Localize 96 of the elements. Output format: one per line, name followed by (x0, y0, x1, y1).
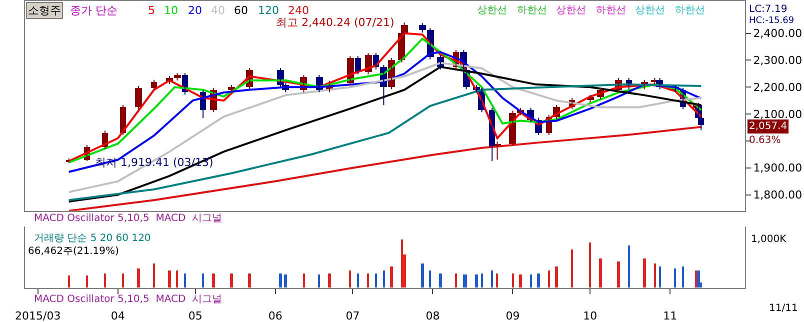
bar (659, 266, 661, 288)
text: 60 (234, 4, 248, 17)
text: 10 (164, 4, 178, 17)
bar (279, 274, 282, 288)
y-tick-label: 2,300.00 (753, 54, 802, 68)
annotation: 거래량 단순 5 20 60 120 (34, 233, 151, 244)
annotation: 하한선 (596, 5, 626, 16)
annotation: 하한선 (675, 5, 705, 16)
annotation: 하한선 (517, 5, 547, 16)
bar (465, 274, 467, 288)
bar (697, 270, 700, 288)
bar (571, 250, 573, 288)
bar (599, 258, 602, 288)
bar (555, 266, 558, 288)
bar (421, 264, 424, 288)
annotation: 상한선 (477, 5, 507, 16)
bar (674, 268, 676, 288)
annotation: 66,462주(21.19%) (28, 246, 120, 257)
text: HC:-15.69 (749, 16, 794, 26)
y-tick-label: 2,200.00 (753, 80, 802, 94)
x-tick-label: 11 (663, 309, 678, 322)
text: 240 (288, 4, 309, 17)
bar (390, 266, 393, 288)
text: LC:7.19 (749, 4, 788, 15)
x-tick-label: 10 (583, 309, 598, 322)
text: 1,000K (751, 234, 787, 245)
bar (643, 258, 646, 288)
bar (628, 246, 630, 288)
bar (328, 274, 331, 288)
bar (537, 274, 540, 288)
legend-title: 종가 단순 (70, 4, 118, 17)
y-tick-label: 2,100.00 (753, 108, 802, 121)
text: MACD Oscillator 5,10,5 MACD 시그널 (34, 294, 222, 305)
bar (68, 276, 70, 288)
bar (153, 264, 155, 288)
bar (429, 270, 431, 288)
bar (617, 262, 620, 288)
bar (176, 270, 178, 288)
bar (184, 274, 186, 288)
annotation: 상한선 (556, 5, 586, 16)
text: 40 (211, 4, 225, 17)
bar (367, 274, 369, 288)
x-tick-label: 07 (346, 309, 360, 322)
bar (491, 270, 493, 288)
bar (168, 270, 171, 288)
bar (682, 266, 684, 288)
bar (212, 274, 215, 288)
text: 5 (148, 4, 155, 17)
bar (401, 240, 403, 288)
bar (86, 276, 88, 288)
y-tick-label: 2,400.00 (753, 27, 802, 40)
bar (439, 274, 442, 288)
bar (230, 274, 233, 288)
bar (654, 264, 656, 288)
annotation: 상한선 (635, 5, 665, 16)
bar (318, 274, 320, 288)
text: 0.63% (749, 135, 781, 146)
x-tick-label: 04 (110, 309, 125, 322)
bar (104, 274, 106, 288)
bar (455, 274, 457, 288)
annotation: 최고 2,440.24 (07/21) (276, 16, 394, 29)
x-tick-label: 08 (426, 309, 440, 322)
bar (383, 270, 385, 288)
bar (284, 274, 287, 288)
text: MACD Oscillator 5,10,5 MACD 시그널 (34, 213, 222, 224)
x-tick-label: 09 (506, 309, 520, 322)
bar (248, 274, 251, 288)
bar (375, 274, 377, 288)
bar (512, 274, 514, 288)
text: 20 (188, 4, 202, 17)
x-tick-label: 06 (268, 309, 282, 322)
bar (122, 274, 124, 288)
line-series (68, 126, 702, 211)
bar (481, 274, 483, 288)
bar (530, 274, 532, 288)
line-series (68, 51, 702, 173)
bar (303, 274, 305, 288)
text: 11/11 (769, 303, 798, 314)
bar (475, 274, 478, 288)
y-tick-label: 1,800.00 (753, 188, 802, 202)
bar (548, 270, 550, 288)
bar (519, 274, 522, 288)
bar (357, 274, 359, 288)
x-tick-label: 2015/03 (15, 309, 61, 322)
bar (695, 270, 697, 288)
text: 2,057.4 (749, 121, 788, 132)
bar (463, 274, 465, 288)
bar (496, 274, 498, 288)
bar (589, 242, 591, 288)
y-tick-label: 1,900.00 (753, 162, 802, 175)
bar (202, 274, 204, 288)
text: 120 (258, 4, 279, 17)
annotation: 소형주 (28, 4, 61, 17)
x-tick-label: 05 (188, 309, 202, 322)
bar (349, 270, 351, 288)
bar (137, 268, 140, 288)
